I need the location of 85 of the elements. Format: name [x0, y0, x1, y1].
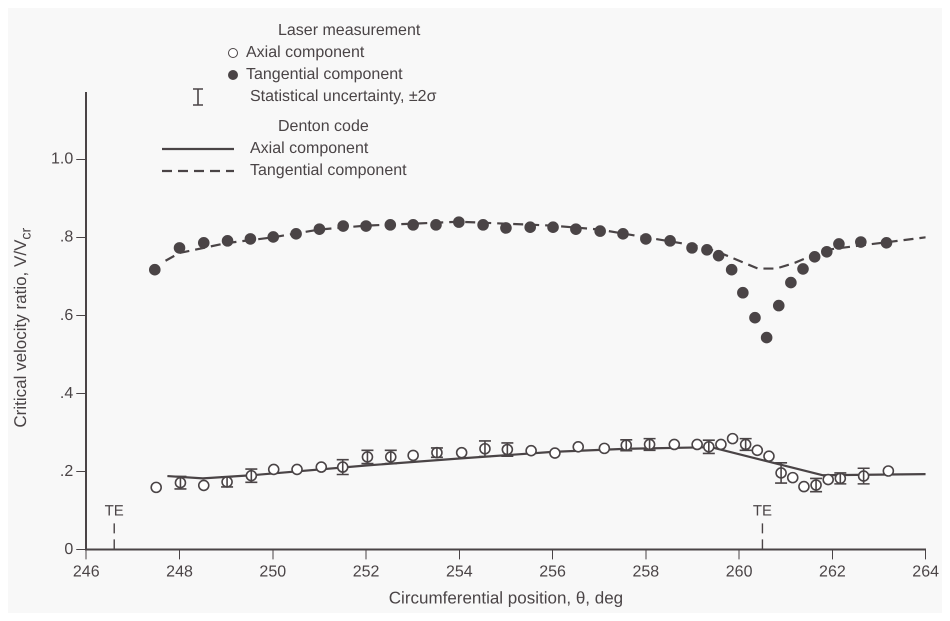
- point: [880, 236, 892, 249]
- point: [198, 480, 210, 492]
- point: [267, 231, 280, 243]
- point: [785, 276, 797, 288]
- point: [772, 300, 785, 312]
- point: [290, 228, 302, 240]
- y-tick-label: .6: [60, 306, 74, 324]
- x-tick-label: 256: [539, 563, 566, 580]
- point: [737, 286, 749, 299]
- point: [407, 219, 419, 231]
- x-tick-label: 262: [819, 563, 846, 580]
- point: [598, 442, 610, 454]
- point: [686, 242, 698, 254]
- y-tick-label: .4: [60, 384, 74, 402]
- point: [726, 264, 738, 276]
- point: [547, 221, 559, 233]
- point: [244, 233, 256, 245]
- x-axis-title: Circumferential position, θ, deg: [388, 588, 624, 608]
- point: [572, 441, 584, 453]
- point: [430, 219, 442, 231]
- point: [640, 233, 652, 245]
- point: [500, 222, 512, 234]
- legend-label: Axial component: [250, 140, 368, 158]
- point: [798, 480, 810, 492]
- point: [570, 223, 582, 235]
- point: [763, 450, 775, 462]
- y-tick-label: .2: [60, 462, 74, 480]
- x-tick-label: 248: [166, 563, 193, 580]
- annotation: Denton code: [277, 117, 370, 137]
- point: [760, 332, 772, 344]
- point: [174, 242, 186, 254]
- point: [150, 482, 162, 494]
- point: [691, 438, 703, 450]
- point: [407, 450, 419, 462]
- point: [701, 244, 713, 256]
- point: [268, 464, 280, 476]
- point: [549, 447, 561, 459]
- point: [525, 444, 537, 457]
- x-tick-label: 250: [259, 563, 286, 580]
- point: [833, 238, 845, 250]
- point: [314, 223, 326, 235]
- legend-label: Axial component: [246, 44, 364, 62]
- point: [337, 220, 349, 232]
- x-tick-label: 252: [352, 563, 380, 580]
- point: [291, 464, 303, 476]
- legend-title: Laser measurement: [277, 21, 422, 41]
- point: [855, 236, 867, 248]
- point: [198, 236, 210, 249]
- point: [752, 444, 764, 456]
- point: [882, 465, 894, 477]
- point: [617, 228, 629, 240]
- point: [668, 438, 680, 450]
- point: [822, 474, 834, 486]
- x-tick-label: 260: [726, 563, 753, 580]
- point: [360, 220, 372, 232]
- legend-label: Tangential component: [246, 66, 403, 84]
- y-tick-label: 0: [64, 540, 74, 558]
- point: [148, 264, 161, 276]
- point: [456, 446, 468, 458]
- point: [808, 251, 820, 263]
- point: [797, 263, 809, 275]
- y-tick-label: 1.0: [50, 150, 74, 168]
- x-tick-label: 258: [632, 563, 660, 580]
- point: [222, 235, 234, 247]
- point: [715, 438, 727, 450]
- point: [453, 216, 465, 228]
- x-tick-label: 246: [72, 563, 100, 580]
- ref-line-label: TE: [752, 502, 772, 520]
- point: [664, 235, 676, 247]
- point: [524, 221, 536, 233]
- point: [726, 432, 738, 444]
- x-tick-label: 264: [912, 563, 940, 580]
- point: [786, 472, 799, 484]
- point: [315, 461, 328, 473]
- point: [594, 225, 606, 237]
- legend-label: Tangential component: [250, 162, 407, 180]
- point: [712, 250, 724, 262]
- point: [477, 219, 489, 231]
- point: [820, 246, 833, 258]
- point: [384, 219, 396, 231]
- y-tick-label: .8: [60, 228, 74, 246]
- point: [749, 312, 761, 324]
- annotation: Statistical uncertainty, ±2σ: [250, 88, 436, 106]
- ref-line-label: TE: [104, 502, 124, 520]
- x-tick-label: 254: [446, 563, 473, 580]
